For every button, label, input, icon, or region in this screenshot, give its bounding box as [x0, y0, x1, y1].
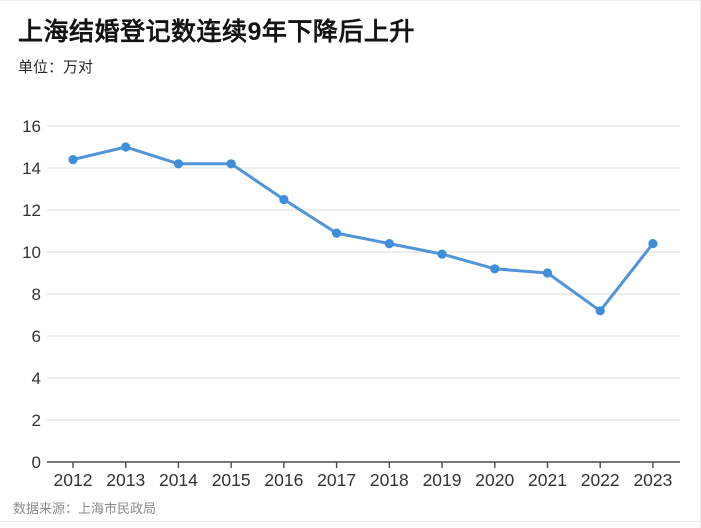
- chart-title: 上海结婚登记数连续9年下降后上升: [18, 18, 415, 46]
- x-tick-label: 2016: [264, 470, 303, 490]
- x-tick-label: 2020: [475, 470, 514, 490]
- x-tick-label: 2019: [423, 470, 462, 490]
- source-label: 数据来源：上海市民政局: [13, 501, 157, 516]
- data-point-2012: [68, 155, 78, 165]
- y-tick-label: 16: [22, 117, 41, 136]
- data-point-2020: [490, 264, 500, 274]
- data-point-2018: [384, 239, 394, 249]
- x-tick-label: 2023: [633, 470, 672, 490]
- x-tick-label: 2013: [106, 470, 145, 490]
- y-tick-label: 10: [22, 243, 41, 262]
- y-tick-label: 8: [32, 285, 41, 304]
- data-point-2017: [332, 228, 342, 238]
- data-point-2016: [279, 194, 289, 205]
- y-tick-label: 0: [32, 453, 41, 472]
- data-line: [71, 145, 655, 313]
- y-tick-label: 14: [22, 159, 41, 178]
- bottom-divider: [0, 521, 700, 522]
- unit-label: 单位：万对: [18, 59, 94, 76]
- data-point-2015: [226, 159, 236, 169]
- x-tick-label: 2015: [212, 470, 251, 490]
- x-tick-label: 2022: [581, 470, 620, 490]
- data-point-2014: [173, 159, 184, 169]
- data-point-2013: [121, 142, 131, 152]
- x-tick-label: 2017: [317, 470, 356, 490]
- x-tick-label: 2012: [54, 470, 93, 490]
- y-tick-label: 4: [32, 369, 41, 388]
- x-tick-label: 2018: [370, 470, 409, 490]
- data-point-2022: [595, 306, 605, 316]
- data-point-2019: [437, 249, 447, 259]
- data-point-2021: [542, 268, 553, 278]
- x-tick-label: 2021: [528, 470, 567, 490]
- y-tick-label: 12: [22, 201, 41, 220]
- y-tick-label: 2: [32, 411, 41, 430]
- x-tick-label: 2014: [159, 470, 198, 490]
- y-tick-label: 6: [32, 327, 41, 346]
- data-point-2023: [648, 239, 658, 249]
